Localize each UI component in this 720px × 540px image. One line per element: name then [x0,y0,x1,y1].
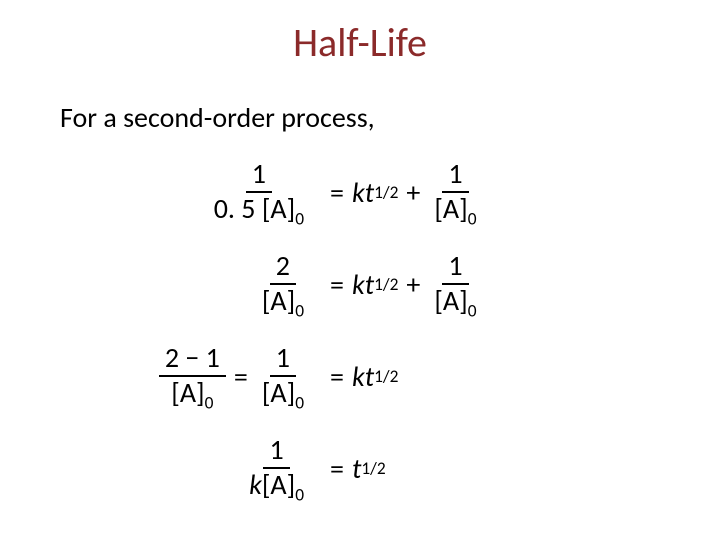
eq1-r-den: [A]0 [428,193,482,225]
eq1-plus: + [406,175,420,210]
eq1-t: t [365,175,374,210]
eq4-lhs-frac: 1 k[A]0 [243,435,310,501]
eq1-lhs-den-sub: 0 [295,208,304,230]
eq3-equals: = [330,359,344,394]
eq3-lhs-den-sym: [A] [262,375,295,410]
eq3-k: k [352,359,365,394]
eq1-equals: = [330,175,344,210]
eq4-lhs-num: 1 [263,435,289,469]
eq2-r-den-sym: [A] [434,283,467,318]
eq3-pre-frac: 2 − 1 [A]0 [159,343,226,409]
eq2-rfrac: 1 [A]0 [428,251,482,317]
eq2-lhs-num: 2 [270,251,296,285]
eq1-lhs-den-sym: [A] [262,191,295,226]
page-title: Half-Life [0,18,720,67]
eq2-lhs-frac: 2 [A]0 [256,251,310,317]
eq2-rhs: = kt1/2 + 1 [A]0 [322,251,483,317]
eq1-lhs-den-coeff: 0. 5 [214,191,262,226]
intro-text: For a second-order process, [60,100,375,135]
eq1-r-den-sym: [A] [434,191,467,226]
eq3-pre-den: [A]0 [165,377,219,409]
eq1-rfrac: 1 [A]0 [428,159,482,225]
eq2-r-den-sub: 0 [468,300,477,322]
eq4-lhs-den-sym: [A] [262,467,295,502]
equation-2: 2 [A]0 = kt1/2 + 1 [A]0 [80,247,640,321]
eq2-r-den: [A]0 [428,285,482,317]
eq3-pre-num: 2 − 1 [159,343,226,377]
eq4-lhs-den: k[A]0 [243,469,310,501]
eq2-lhs: 2 [A]0 [80,251,310,317]
eq3-lhs-num: 1 [270,343,296,377]
eq1-rhs: = kt1/2 + 1 [A]0 [322,159,483,225]
eq3-pre-equals: = [234,359,248,394]
equation-3: 2 − 1 [A]0 = 1 [A]0 = kt1/2 [80,339,640,413]
eq3-lhs-den: [A]0 [256,377,310,409]
eq2-plus: + [406,267,420,302]
eq1-k: k [352,175,365,210]
eq1-lhs: 1 0. 5 [A]0 [80,159,310,225]
eq4-lhs-den-k: k [249,467,262,502]
eq2-equals: = [330,267,344,302]
eq2-lhs-den: [A]0 [256,285,310,317]
equation-4: 1 k[A]0 = t1/2 [80,431,640,505]
eq3-lhs: 2 − 1 [A]0 = 1 [A]0 [80,343,310,409]
eq3-lhs-frac: 1 [A]0 [256,343,310,409]
eq1-r-den-sub: 0 [468,208,477,230]
eq1-lhs-frac: 1 0. 5 [A]0 [208,159,310,225]
eq2-lhs-den-sub: 0 [295,300,304,322]
eq3-pre-den-sym: [A] [171,375,204,410]
eq4-lhs-den-sub: 0 [295,484,304,506]
eq2-k: k [352,267,365,302]
eq3-lhs-den-sub: 0 [295,392,304,414]
equation-1: 1 0. 5 [A]0 = kt1/2 + 1 [A]0 [80,155,640,229]
eq3-rhs: = kt1/2 [322,359,398,394]
eq4-rhs: = t1/2 [322,451,386,486]
eq4-lhs: 1 k[A]0 [80,435,310,501]
eq2-r-num: 1 [442,251,468,285]
eq2-t: t [365,267,374,302]
eq4-equals: = [330,451,344,486]
eq1-r-num: 1 [442,159,468,193]
eq3-pre-den-sub: 0 [205,392,214,414]
eq4-t: t [352,451,361,486]
eq1-lhs-num: 1 [246,159,272,193]
eq2-lhs-den-sym: [A] [262,283,295,318]
equation-block: 1 0. 5 [A]0 = kt1/2 + 1 [A]0 2 [80,155,640,523]
eq1-lhs-den: 0. 5 [A]0 [208,193,310,225]
eq3-t: t [365,359,374,394]
